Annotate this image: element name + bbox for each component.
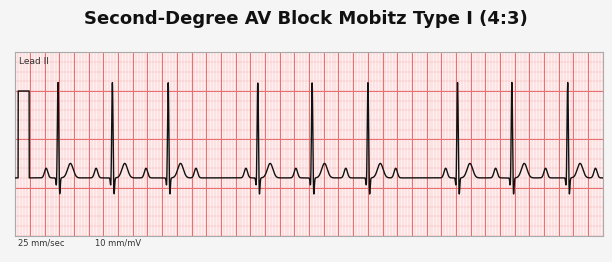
Text: 10 mm/mV: 10 mm/mV	[95, 238, 141, 247]
Text: Lead II: Lead II	[19, 57, 49, 66]
Text: Second-Degree AV Block Mobitz Type I (4:3): Second-Degree AV Block Mobitz Type I (4:…	[84, 10, 528, 29]
Text: 25 mm/sec: 25 mm/sec	[18, 238, 65, 247]
